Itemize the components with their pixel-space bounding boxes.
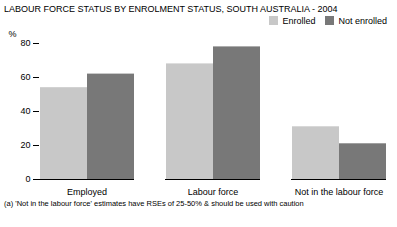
svg-text:80: 80 (20, 38, 30, 48)
svg-text:Employed: Employed (67, 187, 107, 197)
svg-text:%: % (9, 29, 17, 39)
html-text:Not enrolled: Not enrolled (338, 16, 387, 26)
html-text:Enrolled: Enrolled (282, 16, 316, 26)
svg-text:0: 0 (25, 174, 30, 184)
html-text:(a) 'Not in the labour force': (a) 'Not in the labour force' estimates … (4, 199, 304, 208)
svg-text:40: 40 (20, 106, 30, 116)
svg-text:20: 20 (20, 140, 30, 150)
svg-text:Labour force: Labour force (188, 187, 239, 197)
svg-text:60: 60 (20, 72, 30, 82)
html-text:LABOUR FORCE STATUS BY ENROLME: LABOUR FORCE STATUS BY ENROLMENT STATUS,… (4, 4, 338, 14)
svg-text:Not in the labour force: Not in the labour force (295, 187, 384, 197)
